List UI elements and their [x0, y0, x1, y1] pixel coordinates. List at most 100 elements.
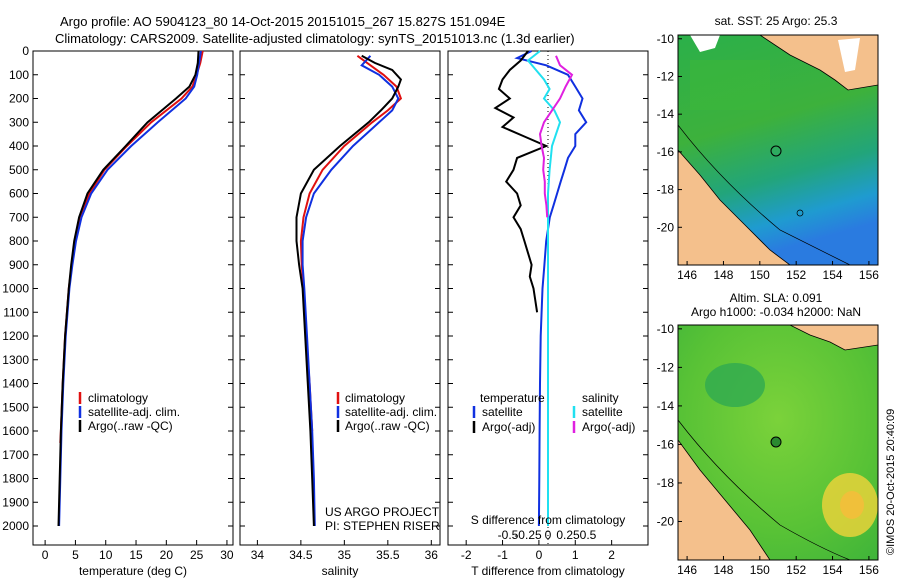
- x-tick-label: 35: [338, 548, 352, 562]
- depth-tick-label: 1300: [2, 353, 29, 367]
- s-tick-label: -0.25: [514, 528, 542, 542]
- lon-tick-label: 150: [750, 563, 770, 577]
- depth-tick-label: 600: [9, 187, 29, 201]
- x-tick-label: 0: [42, 548, 49, 562]
- legend-label-climatology: climatology: [345, 391, 405, 405]
- coastline-land: [678, 439, 771, 560]
- lat-tick-label: -10: [657, 322, 675, 336]
- depth-tick-label: 1500: [2, 400, 29, 414]
- difference-xlabel: T difference from climatology: [471, 564, 625, 578]
- temperature-plot-area: [32, 50, 234, 546]
- depth-tick-label: 300: [9, 115, 29, 129]
- x-tick-label: 1: [572, 548, 579, 562]
- lon-tick-label: 154: [823, 563, 843, 577]
- sst-lat-axis: -10 -12 -14 -16 -18 -20: [657, 32, 682, 234]
- depth-tick-label: 1800: [2, 472, 29, 486]
- x-tick-label: 20: [160, 548, 174, 562]
- png-land: [789, 325, 878, 351]
- series-line-argo-raw-qc-: [57, 50, 200, 527]
- s-tick-label: 0.5: [580, 528, 597, 542]
- salinity-legend: climatology satellite-adj. clim. Argo(..…: [336, 391, 437, 433]
- project-annotation-line-2: PI: STEPHEN RISER: [325, 519, 440, 533]
- x-tick-label: 15: [129, 548, 143, 562]
- salinity-series: [295, 54, 403, 527]
- depth-tick-label: 500: [9, 163, 29, 177]
- depth-tick-label: 1000: [2, 282, 29, 296]
- sst-warm-patch: [690, 60, 770, 110]
- depth-tick-label: 100: [9, 68, 29, 82]
- x-tick-label: 2: [608, 548, 615, 562]
- x-tick-label: 30: [220, 548, 234, 562]
- temperature-depth-axis: 0 100 200 300 400 500 600 700 800 900 1000 1100 1200…: [2, 44, 233, 533]
- legend-label-satellite: satellite-adj. clim.: [345, 405, 437, 419]
- lat-tick-label: -16: [657, 145, 675, 159]
- depth-tick-label: 1700: [2, 448, 29, 462]
- temperature-panel: 0100200300400500600700800900100011001200…: [2, 44, 234, 578]
- shelf-contour: [678, 419, 851, 560]
- legend-label-s-argo: Argo(-adj): [582, 420, 635, 434]
- sla-low-eddy: [705, 363, 765, 407]
- x-tick-label: 10: [99, 548, 113, 562]
- x-tick-label: -1: [497, 548, 508, 562]
- lon-tick-label: 146: [677, 563, 697, 577]
- credit-stamp: ©IMOS 20-Oct-2015 20:40:09: [885, 409, 897, 555]
- depth-tick-label: 2000: [2, 519, 29, 533]
- depth-tick-label: 1100: [3, 305, 29, 319]
- lat-tick-label: -14: [657, 107, 675, 121]
- s-tick-label: -0.5: [498, 528, 519, 542]
- salinity-depth-ticks: [240, 50, 440, 527]
- sst-lon-axis: 146 148 150 152 154 156: [677, 261, 879, 282]
- shelf-contour: [678, 124, 851, 265]
- legend-label-satellite: satellite-adj. clim.: [88, 405, 180, 419]
- depth-tick-label: 900: [9, 258, 29, 272]
- legend-title-temperature: temperature: [480, 391, 545, 405]
- sst-map-frame: [677, 34, 879, 266]
- coastline-land: [678, 149, 791, 265]
- sst-map-title: sat. SST: 25 Argo: 25.3: [715, 14, 838, 28]
- argo-float-marker: [770, 436, 782, 448]
- depth-tick-label: 400: [9, 139, 29, 153]
- lon-tick-label: 152: [786, 268, 806, 282]
- difference-series: [493, 50, 588, 527]
- legend-label-argo: Argo(..raw -QC): [345, 419, 430, 433]
- x-tick-label: 0: [536, 548, 543, 562]
- x-tick-label: 36: [425, 548, 439, 562]
- sla-map-frame: [677, 324, 879, 561]
- lat-tick-label: -16: [657, 437, 675, 451]
- salinity-difference-label: S difference from climatology: [471, 513, 626, 527]
- lon-tick-label: 154: [823, 268, 843, 282]
- difference-depth-ticks: [448, 50, 648, 527]
- depth-tick-label: 1400: [2, 377, 29, 391]
- lon-tick-label: 148: [713, 563, 733, 577]
- argo-float-marker: [770, 145, 782, 157]
- difference-x-axis: -2 -1 0 1 2: [461, 540, 615, 562]
- legend-label-argo: Argo(..raw -QC): [88, 419, 173, 433]
- temperature-xlabel: temperature (deg C): [79, 564, 187, 578]
- legend-label-t-satellite: satellite: [482, 405, 523, 419]
- lat-tick-label: -12: [657, 69, 675, 83]
- sst-map-panel: sat. SST: 25 Argo: 25.3 146 148 150 152 154 1…: [657, 14, 880, 282]
- x-tick-label: 35.5: [376, 548, 400, 562]
- sla-map-subtitle: Argo h1000: -0.034 h2000: NaN: [691, 305, 861, 319]
- depth-tick-label: 1900: [2, 495, 29, 509]
- salinity-difference-axis: -0.5-0.25 0 0.25 0.5: [498, 528, 597, 542]
- series-line-satellite-adj-clim-: [301, 55, 400, 527]
- x-tick-label: 25: [190, 548, 204, 562]
- lat-tick-label: -18: [657, 476, 675, 490]
- depth-tick-label: 800: [9, 234, 29, 248]
- salinity-xlabel: salinity: [322, 564, 359, 578]
- reef-outline: [796, 209, 804, 217]
- x-tick-label: 5: [72, 548, 79, 562]
- lon-tick-label: 146: [677, 268, 697, 282]
- series-line-t-argo-adj-: [493, 50, 549, 313]
- legend-label-climatology: climatology: [88, 391, 148, 405]
- lat-tick-label: -10: [657, 32, 675, 46]
- depth-tick-label: 1600: [2, 424, 29, 438]
- title-line-2: Climatology: CARS2009. Satellite-adjuste…: [55, 31, 575, 46]
- project-annotation-line-1: US ARGO PROJECT: [325, 505, 440, 519]
- salinity-panel: 34 34.5 35 35.5 36 salinity climatology sate…: [239, 50, 441, 578]
- lon-tick-label: 156: [859, 563, 879, 577]
- lat-tick-label: -12: [657, 360, 675, 374]
- x-tick-label: 34: [251, 548, 265, 562]
